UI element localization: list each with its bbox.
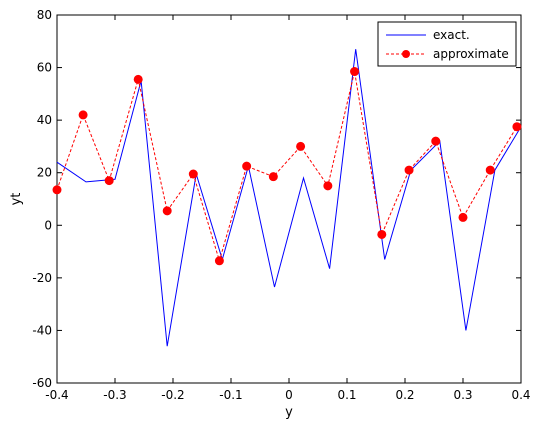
data-point: [377, 229, 387, 239]
data-point: [133, 74, 143, 84]
axes-box: [56, 14, 522, 384]
y-tick-label: 80: [37, 8, 52, 22]
series-approximate: [52, 67, 522, 266]
series-line: [56, 49, 522, 347]
y-tick-label: -40: [32, 323, 52, 337]
plot-area: [56, 14, 522, 384]
legend-label: exact.: [433, 28, 470, 42]
x-tick-label: 0.3: [453, 388, 472, 402]
series-exact: [56, 49, 522, 347]
data-point: [104, 176, 114, 186]
data-point: [296, 141, 306, 151]
data-point: [242, 161, 252, 171]
data-point: [485, 165, 495, 175]
x-tick-label: -0.3: [103, 388, 126, 402]
data-point: [323, 181, 333, 191]
x-tick-label: 0.1: [337, 388, 356, 402]
series-layer: [52, 49, 522, 347]
series-line: [56, 71, 518, 263]
data-point: [78, 110, 88, 120]
data-point: [350, 67, 360, 77]
y-axis-title: yt: [9, 193, 24, 206]
y-tick-label: 0: [44, 218, 52, 232]
data-point: [431, 136, 441, 146]
x-tick-label: 0.4: [511, 388, 530, 402]
data-point: [458, 212, 468, 222]
data-point: [404, 165, 414, 175]
x-tick-label: -0.2: [161, 388, 184, 402]
data-point: [512, 122, 522, 132]
data-point: [52, 185, 62, 195]
y-tick-label: 40: [37, 113, 52, 127]
y-tick-label: -20: [32, 271, 52, 285]
data-point: [162, 206, 172, 216]
x-tick-label: 0.2: [395, 388, 414, 402]
y-tick-label: 20: [37, 166, 52, 180]
y-tick-label: 60: [37, 61, 52, 75]
legend-marker: [402, 50, 410, 58]
x-axis-title: y: [285, 405, 293, 420]
data-point: [268, 172, 278, 182]
y-tick-label: -60: [32, 376, 52, 390]
x-tick-label: 0: [285, 388, 293, 402]
legend: exact. approximate: [377, 21, 517, 67]
data-point: [214, 256, 224, 266]
data-point: [188, 169, 198, 179]
x-tick-label: -0.1: [219, 388, 242, 402]
legend-box: [377, 21, 517, 67]
legend-label: approximate: [433, 47, 509, 61]
axis-ticks: -0.4 -0.3 -0.2 -0.1 0 0.1 0.2 0.3 0.4 -60 -40 -20 0 2…: [32, 8, 530, 402]
x-tick-label: -0.4: [45, 388, 68, 402]
